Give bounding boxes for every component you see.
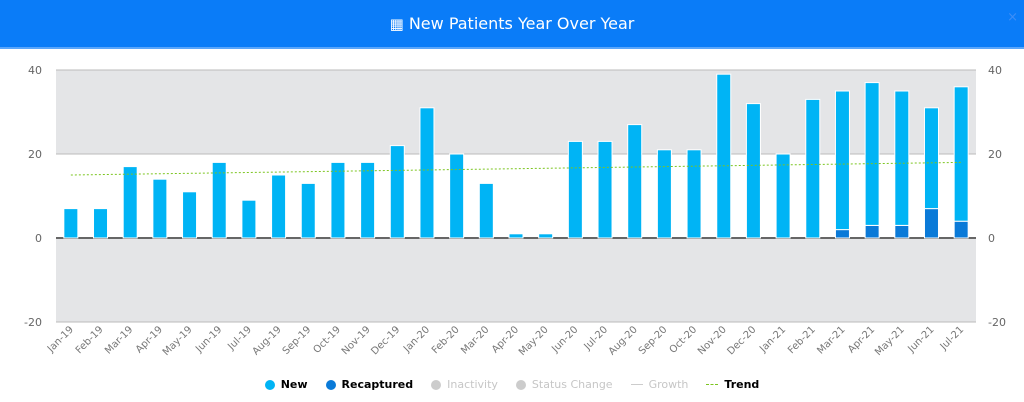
bar-new: [63, 208, 79, 239]
bar-new: [419, 107, 435, 239]
bar-new: [567, 140, 583, 239]
bar-recaptured: [953, 220, 969, 239]
bar-new: [271, 174, 287, 239]
bar-new: [330, 161, 346, 239]
legend-label: Recaptured: [341, 378, 414, 391]
trend-line: [70, 161, 962, 176]
legend-item-trend[interactable]: Trend: [706, 378, 759, 391]
bar-new: [211, 161, 227, 239]
bar-recaptured: [894, 224, 910, 239]
x-tick-label: Aug-19: [251, 324, 284, 357]
x-tick-label: May-20: [517, 324, 551, 358]
legend-label: Trend: [724, 378, 760, 391]
bar-new: [152, 178, 168, 239]
bar-new: [686, 149, 702, 239]
bar-new: [508, 233, 524, 239]
x-tick-label: Jul-21: [938, 324, 967, 353]
x-tick-label: Jul-19: [225, 324, 254, 353]
bar-new: [122, 166, 138, 239]
bar-new: [923, 107, 939, 210]
x-tick-label: Sep-20: [637, 324, 670, 357]
bar-recaptured: [834, 229, 850, 239]
x-tick-label: May-21: [873, 324, 907, 358]
legend-label: Inactivity: [447, 378, 498, 391]
legend-item-recaptured[interactable]: Recaptured: [325, 378, 414, 391]
bar-new: [864, 82, 880, 226]
bar-new: [656, 149, 672, 239]
calendar-icon: ▦: [389, 14, 404, 33]
legend-marker: [264, 379, 275, 390]
chart-title: New Patients Year Over Year: [408, 14, 635, 33]
x-tick-label: Dec-19: [369, 324, 402, 357]
x-tick-label: Nov-19: [340, 324, 373, 357]
bar-new: [627, 124, 643, 239]
x-tick-label: Mar-19: [103, 324, 135, 356]
y-tick-right: 40: [988, 64, 1002, 77]
bar-new: [953, 86, 969, 222]
x-tick-label: Aug-20: [607, 324, 640, 357]
x-tick-label: Dec-20: [726, 324, 759, 357]
x-tick-label: Nov-20: [696, 324, 729, 357]
bar-new: [745, 103, 761, 239]
legend: New Recaptured Inactivity Status Change Grow…: [0, 378, 1024, 391]
bar-new: [538, 233, 554, 239]
bar-new: [894, 90, 910, 226]
bar-new: [182, 191, 198, 239]
bar-new: [775, 153, 791, 239]
x-tick-label: May-19: [161, 324, 195, 358]
x-tick-label: Jun-19: [193, 324, 224, 355]
bar-new: [389, 145, 405, 239]
close-button[interactable]: ×: [1007, 10, 1018, 25]
legend-label: Status Change: [531, 378, 613, 391]
bar-new: [93, 208, 109, 239]
y-tick-right: 0: [988, 232, 995, 245]
legend-marker: [431, 379, 442, 390]
legend-marker: [325, 379, 336, 390]
bar-new: [478, 182, 494, 239]
bar-new: [716, 73, 732, 239]
bar-new: [300, 182, 316, 239]
legend-marker: [630, 384, 643, 385]
x-tick-label: Jun-20: [549, 324, 580, 355]
x-tick-label: Oct-20: [668, 324, 700, 356]
bar-new: [597, 140, 613, 239]
legend-item-new[interactable]: New: [264, 378, 308, 391]
legend-label: New: [280, 378, 308, 391]
bar-new: [805, 98, 821, 239]
y-tick-right: -20: [988, 316, 1006, 329]
y-tick-left: -20: [24, 316, 42, 329]
x-tick-label: Jun-21: [906, 324, 937, 355]
bar-new: [834, 90, 850, 231]
x-tick-label: Mar-20: [459, 324, 491, 356]
y-tick-left: 0: [35, 232, 42, 245]
x-tick-label: Jan-20: [401, 324, 432, 355]
plot-band: [56, 154, 976, 238]
legend-item-inactivity[interactable]: Inactivity: [431, 378, 498, 391]
legend-marker: [706, 384, 719, 385]
legend-label: Growth: [648, 378, 689, 391]
x-tick-label: Oct-19: [312, 324, 344, 356]
x-tick-label: Jul-20: [582, 324, 611, 353]
y-tick-right: 20: [988, 148, 1002, 161]
bar-new: [241, 199, 257, 239]
x-tick-label: Jan-21: [757, 324, 788, 355]
bar-new: [449, 153, 465, 239]
x-tick-label: Feb-21: [786, 324, 818, 356]
y-tick-left: 40: [28, 64, 42, 77]
y-tick-left: 20: [28, 148, 42, 161]
x-tick-label: Feb-20: [430, 324, 462, 356]
legend-item-growth[interactable]: Growth: [630, 378, 689, 391]
legend-marker: [515, 379, 526, 390]
legend-item-status-change[interactable]: Status Change: [515, 378, 613, 391]
x-tick-label: Mar-21: [815, 324, 847, 356]
bar-new: [360, 161, 376, 239]
bar-recaptured: [923, 208, 939, 239]
x-tick-label: Feb-19: [74, 324, 106, 356]
bar-recaptured: [864, 224, 880, 239]
x-tick-label: Sep-19: [281, 324, 314, 357]
chart-header: ▦ New Patients Year Over Year: [0, 0, 1024, 49]
x-tick-label: Jan-19: [45, 324, 76, 355]
